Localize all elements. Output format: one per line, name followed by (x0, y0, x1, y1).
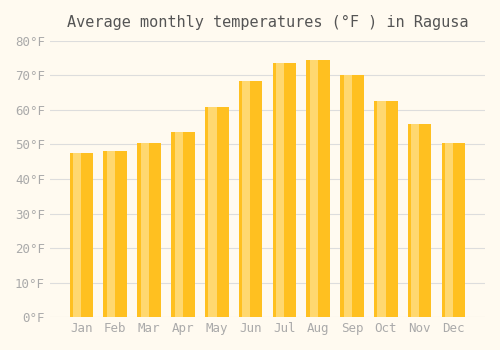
Bar (442, 143, 465, 317)
Bar (445, 143, 454, 317)
Bar (306, 60, 330, 317)
Bar (73, 153, 82, 317)
Bar (205, 106, 229, 317)
Bar (340, 76, 364, 317)
Bar (374, 102, 398, 317)
Bar (242, 80, 250, 317)
Bar (411, 124, 420, 317)
Bar (104, 152, 127, 317)
Bar (344, 76, 352, 317)
Bar (272, 63, 296, 317)
Bar (171, 132, 194, 317)
Bar (276, 63, 284, 317)
Bar (208, 106, 216, 317)
Title: Average monthly temperatures (°F ) in Ragusa: Average monthly temperatures (°F ) in Ra… (66, 15, 468, 30)
Bar (70, 153, 94, 317)
Bar (310, 60, 318, 317)
Bar (238, 80, 262, 317)
Bar (107, 152, 115, 317)
Bar (378, 102, 386, 317)
Bar (138, 143, 161, 317)
Bar (408, 124, 432, 317)
Bar (140, 143, 149, 317)
Bar (174, 132, 183, 317)
